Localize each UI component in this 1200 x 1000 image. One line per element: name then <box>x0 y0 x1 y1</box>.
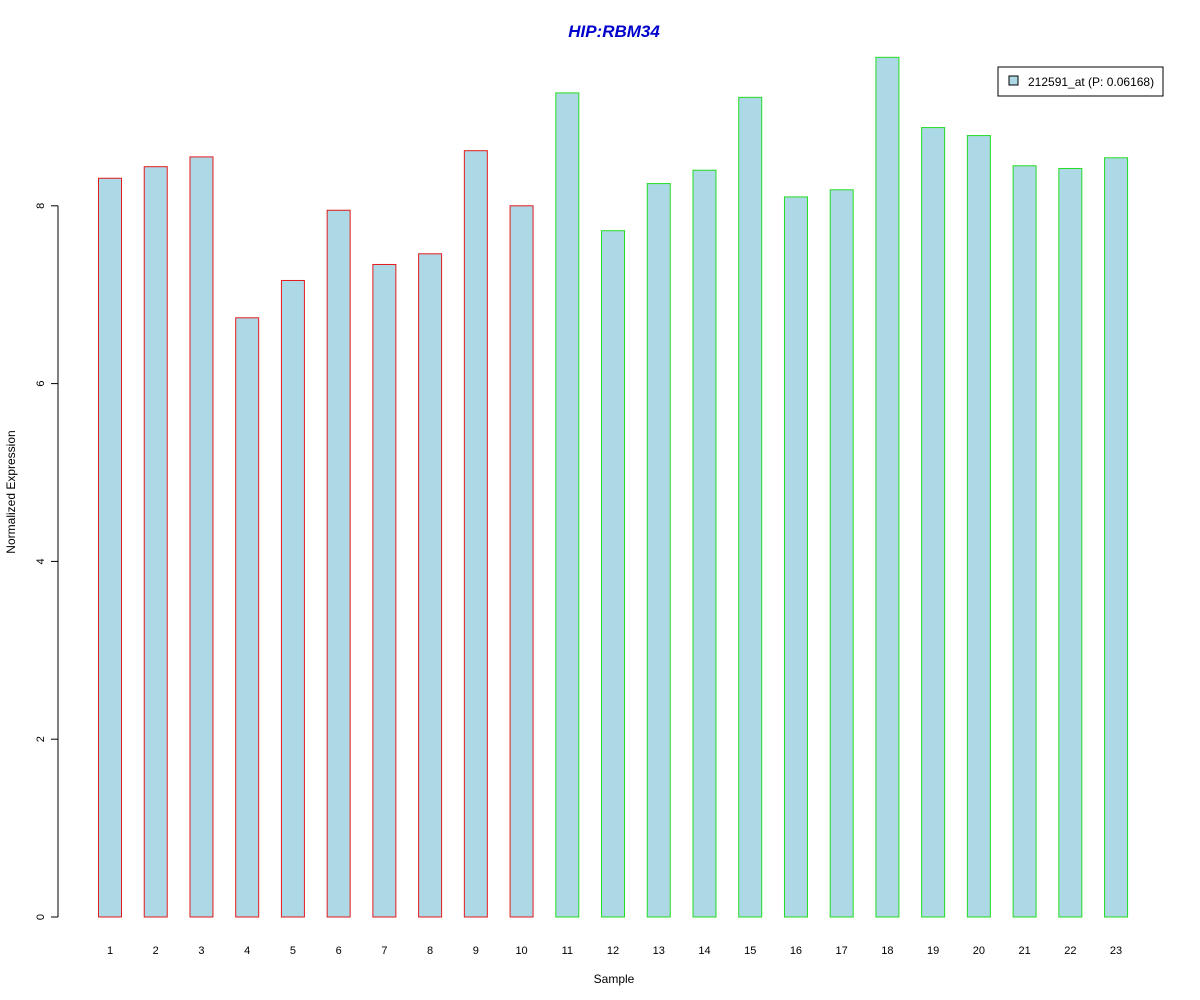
bar-sample-15 <box>738 96 763 918</box>
x-tick-label: 17 <box>836 945 848 957</box>
bar-sample-16 <box>783 196 808 918</box>
x-tick-label: 13 <box>653 945 665 957</box>
legend: 212591_at (P: 0.06168) <box>997 66 1164 97</box>
bar-sample-14 <box>692 169 717 918</box>
bar-sample-17 <box>829 189 854 918</box>
x-tick-label: 5 <box>290 945 296 957</box>
x-tick-label: 20 <box>973 945 985 957</box>
x-tick-label: 10 <box>515 945 527 957</box>
y-tick-label: 2 <box>35 736 47 742</box>
x-tick-label: 9 <box>473 945 479 957</box>
y-tick-label: 4 <box>35 558 47 564</box>
x-tick-label: 2 <box>153 945 159 957</box>
bar-sample-23 <box>1104 157 1129 918</box>
x-tick-label: 4 <box>244 945 250 957</box>
y-tick-label: 8 <box>35 203 47 209</box>
bar-sample-9 <box>463 150 488 918</box>
x-tick-label: 8 <box>427 945 433 957</box>
bar-sample-18 <box>875 56 900 918</box>
bar-sample-21 <box>1012 165 1037 918</box>
y-axis-label: Normalized Expression <box>4 430 18 553</box>
bars <box>98 56 1129 918</box>
x-tick-label: 18 <box>881 945 893 957</box>
legend-box <box>997 66 1164 97</box>
bar-sample-11 <box>555 92 580 918</box>
x-tick-label: 16 <box>790 945 802 957</box>
bar-sample-3 <box>189 156 214 918</box>
bar-sample-4 <box>235 317 260 918</box>
x-tick-label: 7 <box>381 945 387 957</box>
bar-sample-12 <box>601 230 626 918</box>
x-tick-label: 11 <box>562 945 573 957</box>
bar-sample-7 <box>372 263 397 918</box>
y-axis: 0 2 4 6 8 <box>35 203 59 920</box>
x-tick-label: 14 <box>698 945 710 957</box>
bar-sample-6 <box>326 209 351 918</box>
chart-title: HIP:RBM34 <box>568 22 660 41</box>
x-tick-label: 15 <box>744 945 756 957</box>
x-tick-label: 22 <box>1064 945 1076 957</box>
bar-sample-5 <box>280 279 305 918</box>
x-tick-label: 12 <box>607 945 619 957</box>
x-tick-label: 19 <box>927 945 939 957</box>
x-axis-label: Sample <box>594 972 635 986</box>
bar-sample-2 <box>143 166 168 918</box>
bar-sample-8 <box>418 253 443 918</box>
x-tick-label: 1 <box>107 945 113 957</box>
bar-sample-20 <box>966 135 991 918</box>
x-tick-label: 3 <box>198 945 204 957</box>
bar-sample-1 <box>98 177 122 918</box>
legend-swatch <box>1008 75 1019 86</box>
x-tick-label: 21 <box>1018 945 1030 957</box>
x-tick-label: 23 <box>1110 945 1122 957</box>
bar-sample-13 <box>646 183 671 918</box>
bar-sample-19 <box>921 127 946 918</box>
y-tick-label: 6 <box>35 381 47 387</box>
x-tick-label: 6 <box>336 945 342 957</box>
y-tick-label: 0 <box>35 914 47 920</box>
legend-entry: 212591_at (P: 0.06168) <box>1028 75 1154 89</box>
bar-sample-22 <box>1058 167 1083 918</box>
x-tick-labels: 1 2 3 4 5 6 7 8 9 10 11 12 13 14 15 16 17 18 19 20 21 22 23 <box>107 945 1122 957</box>
bar-sample-10 <box>509 205 534 918</box>
